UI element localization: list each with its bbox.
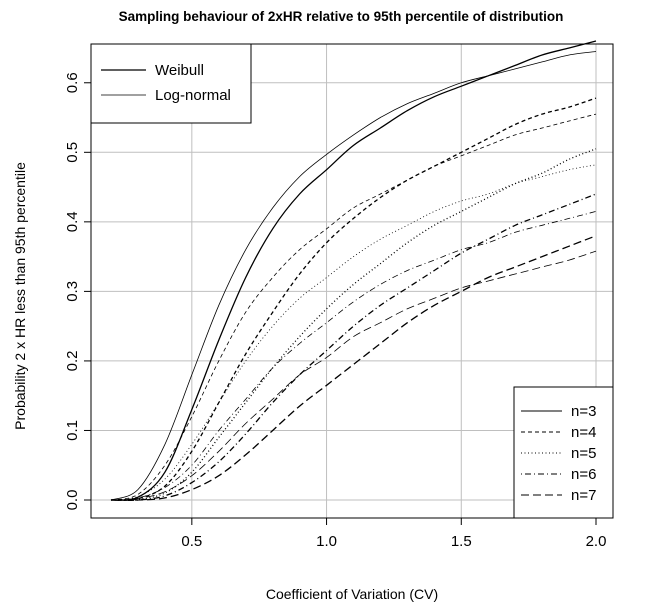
legend-distribution: Weibull Log-normal bbox=[90, 43, 252, 124]
x-axis-label: Coefficient of Variation (CV) bbox=[266, 586, 438, 602]
legend-n-box bbox=[513, 386, 614, 519]
x-tick-label: 2.0 bbox=[586, 533, 607, 550]
legend-n-label: n=3 bbox=[571, 403, 596, 420]
legend-n-label: n=6 bbox=[571, 466, 596, 483]
plot-frame bbox=[90, 43, 614, 519]
series-line-n3-weibull bbox=[110, 40, 597, 501]
series-line-n5-log-normal bbox=[110, 164, 597, 501]
x-tick-label: 1.5 bbox=[451, 533, 472, 550]
y-tick-label: 0.2 bbox=[64, 350, 81, 371]
series-line-n6-weibull bbox=[110, 193, 597, 501]
legend-sample-size: n=3 n=4 n=5 n=6 n=7 bbox=[513, 386, 614, 519]
y-tick-label: 0.4 bbox=[64, 211, 81, 232]
legend-distribution-label: Log-normal bbox=[155, 87, 231, 104]
x-tick-label: 0.5 bbox=[181, 533, 202, 550]
axes: 0.5 1.0 1.5 2.0 0.0 0.1 0.2 0.3 0.4 0.5 0.6 bbox=[64, 72, 606, 550]
legend-distribution-label: Weibull bbox=[155, 62, 204, 79]
y-tick-label: 0.5 bbox=[64, 142, 81, 163]
x-tick-label: 1.0 bbox=[316, 533, 337, 550]
series-lines bbox=[110, 40, 597, 501]
legend-n-label: n=5 bbox=[571, 445, 596, 462]
y-tick-label: 0.6 bbox=[64, 72, 81, 93]
chart-title: Sampling behaviour of 2xHR relative to 9… bbox=[119, 9, 564, 24]
y-tick-label: 0.0 bbox=[64, 490, 81, 511]
y-tick-label: 0.3 bbox=[64, 281, 81, 302]
y-axis-label: Probability 2 x HR less than 95th percen… bbox=[12, 162, 28, 430]
series-line-n7-log-normal bbox=[110, 250, 597, 501]
legend-n-label: n=4 bbox=[571, 424, 596, 441]
series-line-n3-log-normal bbox=[110, 51, 597, 501]
y-tick-label: 0.1 bbox=[64, 420, 81, 441]
legend-distribution-box bbox=[90, 43, 252, 124]
series-line-n4-weibull bbox=[110, 97, 597, 501]
legend-n-label: n=7 bbox=[571, 487, 596, 504]
series-line-n4-log-normal bbox=[110, 113, 597, 501]
series-line-n6-log-normal bbox=[110, 211, 597, 501]
